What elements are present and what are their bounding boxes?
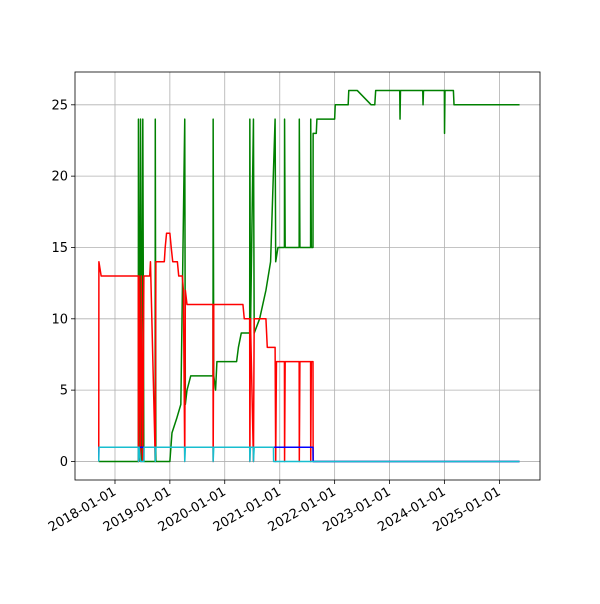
- y-tick-label: 20: [51, 170, 68, 185]
- y-tick-label: 0: [60, 455, 68, 470]
- y-tick-label: 10: [51, 312, 68, 327]
- y-tick-label: 15: [51, 241, 68, 256]
- plot-area: [98, 89, 520, 463]
- series-line: [98, 446, 520, 463]
- series-line: [98, 232, 520, 463]
- series-line: [98, 89, 520, 463]
- y-tick-label: 25: [51, 98, 68, 113]
- axes-frame: [74, 71, 541, 481]
- y-tick-label: 5: [60, 384, 68, 399]
